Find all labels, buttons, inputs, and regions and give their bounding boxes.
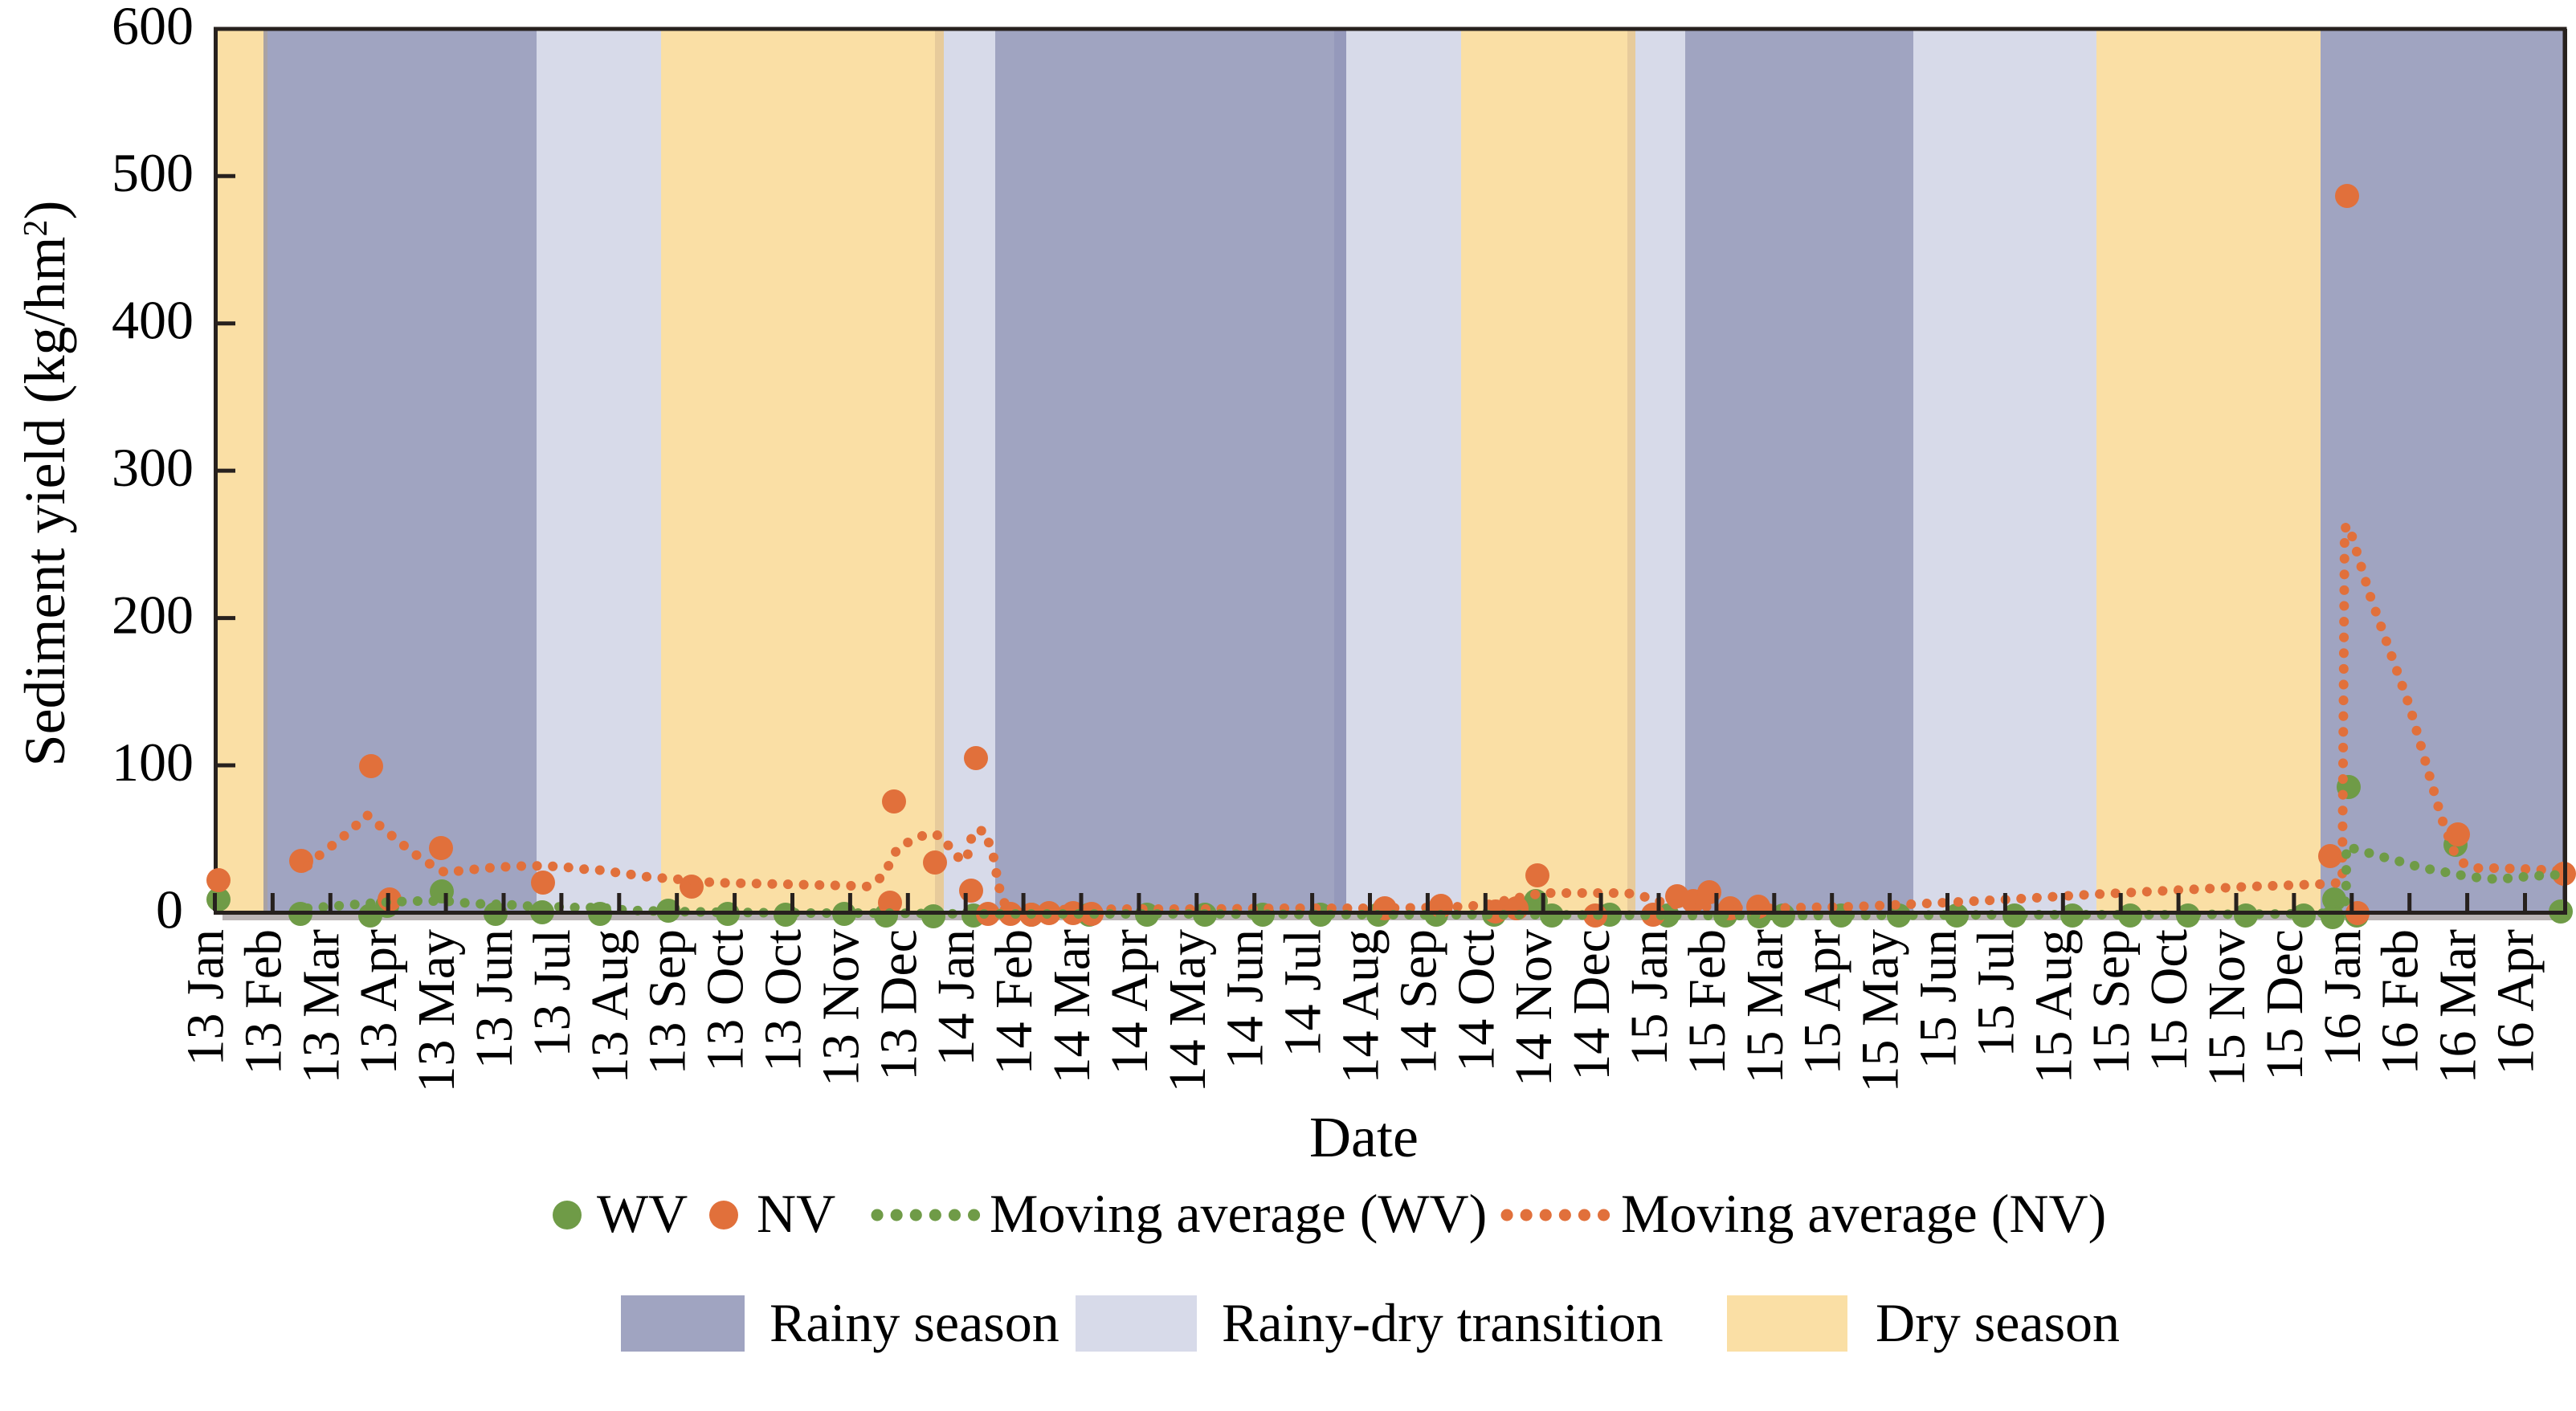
svg-text:15 Nov: 15 Nov	[2198, 929, 2256, 1087]
svg-text:13 Oct: 13 Oct	[696, 929, 755, 1072]
svg-text:14 May: 14 May	[1158, 929, 1217, 1092]
svg-text:Rainy season: Rainy season	[770, 1292, 1059, 1353]
svg-text:14 Feb: 14 Feb	[985, 929, 1043, 1075]
svg-text:15 Oct: 15 Oct	[2140, 929, 2198, 1072]
svg-text:15 Dec: 15 Dec	[2256, 929, 2314, 1081]
svg-text:14 Dec: 14 Dec	[1562, 929, 1621, 1081]
svg-text:15 Jan: 15 Jan	[1620, 929, 1679, 1066]
svg-text:13 Dec: 13 Dec	[869, 929, 928, 1081]
svg-text:15 Jul: 15 Jul	[1966, 929, 2025, 1058]
svg-text:14 Jan: 14 Jan	[927, 929, 986, 1066]
svg-text:16 Mar: 16 Mar	[2429, 929, 2488, 1083]
svg-text:0: 0	[156, 879, 183, 940]
svg-text:15 Mar: 15 Mar	[1736, 929, 1794, 1083]
svg-text:13 Jan: 13 Jan	[177, 929, 235, 1066]
svg-text:15 Aug: 15 Aug	[2024, 929, 2083, 1084]
svg-text:Moving average (NV): Moving average (NV)	[1621, 1183, 2106, 1244]
svg-text:14 Apr: 14 Apr	[1100, 929, 1159, 1075]
svg-text:16 Jan: 16 Jan	[2313, 929, 2372, 1066]
svg-text:14 Aug: 14 Aug	[1332, 929, 1390, 1084]
svg-text:15 May: 15 May	[1851, 929, 1910, 1092]
svg-text:14 Oct: 14 Oct	[1447, 929, 1505, 1072]
svg-text:500: 500	[112, 142, 194, 203]
svg-text:13 Sep: 13 Sep	[639, 929, 697, 1075]
svg-text:14 Jul: 14 Jul	[1274, 929, 1333, 1058]
svg-text:13 Oct: 13 Oct	[754, 929, 813, 1072]
svg-text:300: 300	[112, 437, 194, 498]
svg-text:13 Mar: 13 Mar	[292, 929, 350, 1083]
svg-text:13 Aug: 13 Aug	[581, 929, 639, 1084]
svg-text:WV: WV	[597, 1183, 688, 1244]
svg-text:16 Feb: 16 Feb	[2371, 929, 2430, 1075]
svg-text:Dry season: Dry season	[1876, 1292, 2120, 1353]
svg-text:15 Apr: 15 Apr	[1794, 929, 1852, 1075]
svg-text:Rainy-dry transition: Rainy-dry transition	[1222, 1292, 1664, 1353]
svg-text:13 Jul: 13 Jul	[523, 929, 582, 1058]
svg-text:13 Nov: 13 Nov	[811, 929, 870, 1087]
svg-text:13 Feb: 13 Feb	[234, 929, 292, 1075]
svg-text:13 May: 13 May	[407, 929, 466, 1092]
svg-text:14 Jun: 14 Jun	[1216, 929, 1275, 1069]
svg-text:15 Jun: 15 Jun	[1909, 929, 1968, 1069]
svg-text:13 Jun: 13 Jun	[465, 929, 524, 1069]
svg-text:NV: NV	[757, 1183, 835, 1244]
svg-text:15 Feb: 15 Feb	[1678, 929, 1737, 1075]
svg-text:13 Apr: 13 Apr	[349, 929, 408, 1075]
svg-text:100: 100	[112, 732, 194, 793]
svg-text:14 Mar: 14 Mar	[1043, 929, 1101, 1083]
svg-text:14 Sep: 14 Sep	[1389, 929, 1447, 1075]
svg-text:15 Sep: 15 Sep	[2082, 929, 2141, 1075]
svg-text:Moving average (WV): Moving average (WV)	[990, 1183, 1487, 1244]
svg-text:Date: Date	[1309, 1105, 1419, 1169]
svg-text:14 Nov: 14 Nov	[1504, 929, 1563, 1087]
svg-text:16 Apr: 16 Apr	[2487, 929, 2545, 1075]
svg-text:600: 600	[112, 0, 194, 56]
svg-text:200: 200	[112, 585, 194, 646]
svg-text:Sediment yield (kg/hm2): Sediment yield (kg/hm2)	[13, 201, 77, 767]
svg-text:400: 400	[112, 290, 194, 351]
